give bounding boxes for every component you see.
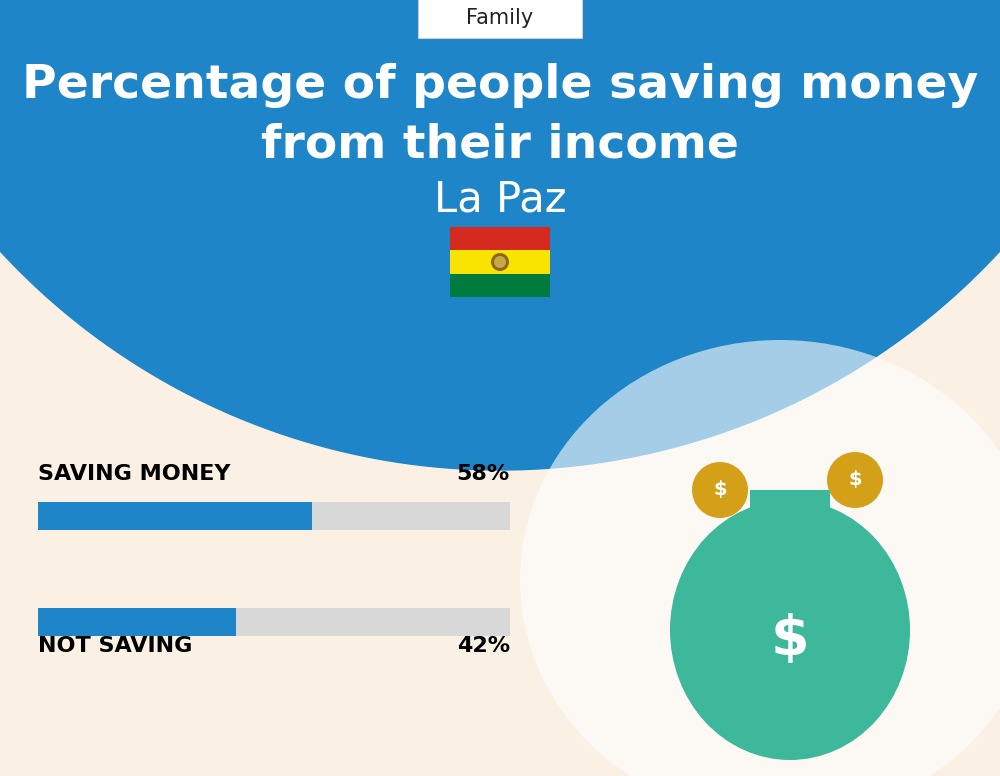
- Text: SAVING MONEY: SAVING MONEY: [38, 464, 230, 484]
- Text: NOT SAVING: NOT SAVING: [38, 636, 192, 656]
- Circle shape: [494, 256, 506, 268]
- Text: from their income: from their income: [261, 123, 739, 168]
- Bar: [450, 274, 550, 297]
- Bar: [750, 490, 830, 550]
- Text: $: $: [848, 470, 862, 490]
- Text: 58%: 58%: [457, 464, 510, 484]
- Circle shape: [491, 253, 509, 271]
- Text: $: $: [771, 613, 809, 667]
- Ellipse shape: [670, 500, 910, 760]
- FancyBboxPatch shape: [418, 0, 582, 38]
- Text: Percentage of people saving money: Percentage of people saving money: [22, 63, 978, 108]
- Circle shape: [692, 462, 748, 518]
- Bar: [38, 502, 510, 530]
- Ellipse shape: [520, 340, 1000, 776]
- Text: $: $: [713, 480, 727, 500]
- Text: Family: Family: [466, 8, 534, 28]
- Bar: [450, 227, 550, 251]
- Bar: [450, 251, 550, 274]
- Bar: [38, 608, 510, 636]
- Bar: [38, 608, 236, 636]
- Bar: [38, 502, 312, 530]
- Polygon shape: [0, 0, 1000, 470]
- Text: La Paz: La Paz: [434, 179, 566, 221]
- Circle shape: [827, 452, 883, 508]
- Text: 42%: 42%: [457, 636, 510, 656]
